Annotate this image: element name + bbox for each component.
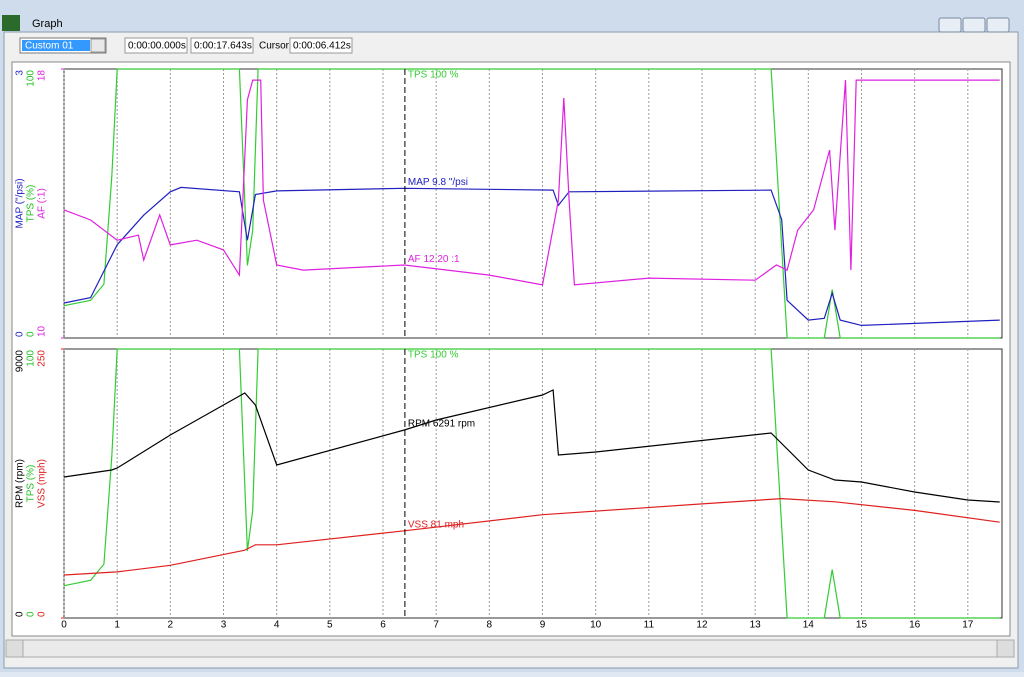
y-tick-label: 0 [15, 331, 26, 337]
minimize-button[interactable] [938, 17, 962, 33]
x-tick-label: 14 [803, 620, 815, 631]
window-icon [2, 15, 20, 31]
plot-frame [63, 68, 1003, 339]
x-tick-label: 17 [962, 620, 974, 631]
y-tick-label: 100 [26, 350, 37, 367]
y-tick-label: 9000 [15, 350, 26, 373]
y-tick-label: 0 [26, 331, 37, 337]
x-tick-label: 4 [274, 620, 280, 631]
cursor-caption: Cursor [259, 41, 290, 52]
x-tick-label: 11 [644, 620, 655, 631]
cursor-time: 0:00:06.412s [293, 41, 351, 52]
x-tick-label: 6 [380, 620, 386, 631]
series-line [63, 68, 1000, 339]
series-line [63, 497, 1000, 576]
combobox-selection [22, 40, 90, 51]
x-tick-label: 10 [590, 620, 602, 631]
x-tick-label: 2 [168, 620, 174, 631]
y-tick-label: 250 [37, 350, 48, 367]
x-tick-label: 13 [750, 620, 762, 631]
axis-label: VSS (mph) [37, 459, 48, 508]
end-time: 0:00:17.643s [194, 41, 252, 52]
series-line [63, 348, 1000, 619]
cursor-readout: AF 12.20 :1 [408, 254, 460, 265]
y-tick-label: 3 [15, 70, 26, 76]
cursor-readout: RPM 6291 rpm [408, 418, 475, 429]
x-tick-label: 15 [856, 620, 868, 631]
maximize-button[interactable] [962, 17, 986, 33]
series-line [63, 389, 1000, 503]
y-tick-label: 0 [26, 611, 37, 617]
y-tick-label: 100 [26, 70, 37, 87]
y-tick-label: 0 [37, 611, 48, 617]
preset-value: Custom 01 [25, 41, 74, 52]
x-tick-label: 0 [61, 620, 67, 631]
axis-label: AF (:1) [37, 188, 48, 219]
combobox-arrow[interactable] [90, 38, 106, 53]
cursor-readout: TPS 100 % [408, 350, 459, 361]
close-button[interactable] [986, 17, 1010, 33]
y-tick-label: 18 [37, 70, 48, 82]
x-tick-label: 9 [540, 620, 546, 631]
series-line [63, 186, 1000, 327]
axis-label: TPS (%) [26, 185, 37, 223]
plot-frame [63, 348, 1003, 619]
axis-label: MAP ("/psi) [15, 178, 26, 228]
window-title: Graph [32, 18, 63, 30]
cursor-readout: TPS 100 % [408, 70, 459, 81]
axis-label: TPS (%) [26, 465, 37, 503]
series-line [63, 79, 1000, 286]
end-field[interactable] [190, 37, 254, 54]
axis-label: RPM (rpm) [15, 459, 26, 508]
cursor-readout: VSS 81 mph [408, 519, 464, 530]
scrollbar[interactable] [5, 639, 1015, 658]
cursor-field[interactable] [289, 37, 353, 54]
x-tick-label: 7 [433, 620, 439, 631]
scroll-right[interactable] [996, 639, 1015, 658]
start-time: 0:00:00.000s [128, 41, 186, 52]
scroll-left[interactable] [5, 639, 24, 658]
start-field[interactable] [124, 37, 188, 54]
x-tick-label: 1 [114, 620, 120, 631]
x-tick-label: 3 [221, 620, 227, 631]
x-tick-label: 8 [487, 620, 493, 631]
x-tick-label: 5 [327, 620, 333, 631]
x-tick-label: 12 [696, 620, 708, 631]
y-tick-label: 0 [15, 611, 26, 617]
cursor-readout: MAP 9.8 "/psi [408, 177, 468, 188]
x-tick-label: 16 [909, 620, 921, 631]
y-tick-label: 10 [37, 325, 48, 337]
